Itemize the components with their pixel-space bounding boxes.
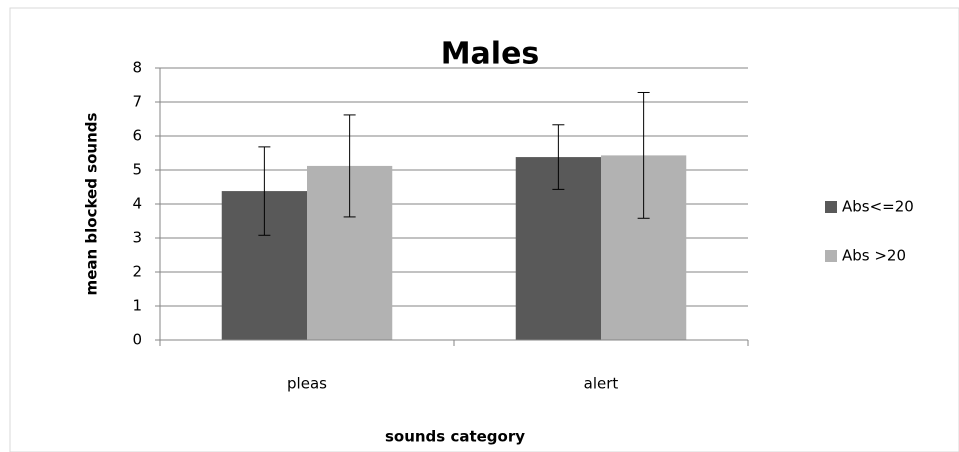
- y-tick-label: 4: [132, 195, 142, 213]
- chart-frame: [9, 7, 959, 452]
- y-tick-label: 7: [132, 93, 142, 111]
- y-axis-label: mean blocked sounds: [83, 113, 101, 296]
- chart-title: Males: [441, 37, 540, 72]
- x-axis-label: sounds category: [385, 428, 525, 446]
- y-tick-label: 2: [132, 263, 142, 281]
- x-tick-label: alert: [584, 375, 619, 393]
- legend-label: Abs >20: [842, 247, 906, 265]
- y-tick-label: 1: [132, 297, 142, 315]
- legend-swatch: [825, 201, 837, 213]
- legend-swatch: [825, 250, 837, 262]
- y-tick-label: 0: [132, 331, 142, 349]
- y-tick-label: 3: [132, 229, 142, 247]
- legend-label: Abs<=20: [842, 198, 914, 216]
- y-tick-label: 8: [132, 59, 142, 77]
- x-tick-label: pleas: [287, 375, 327, 393]
- y-tick-label: 6: [132, 127, 142, 145]
- y-tick-label: 5: [132, 161, 142, 179]
